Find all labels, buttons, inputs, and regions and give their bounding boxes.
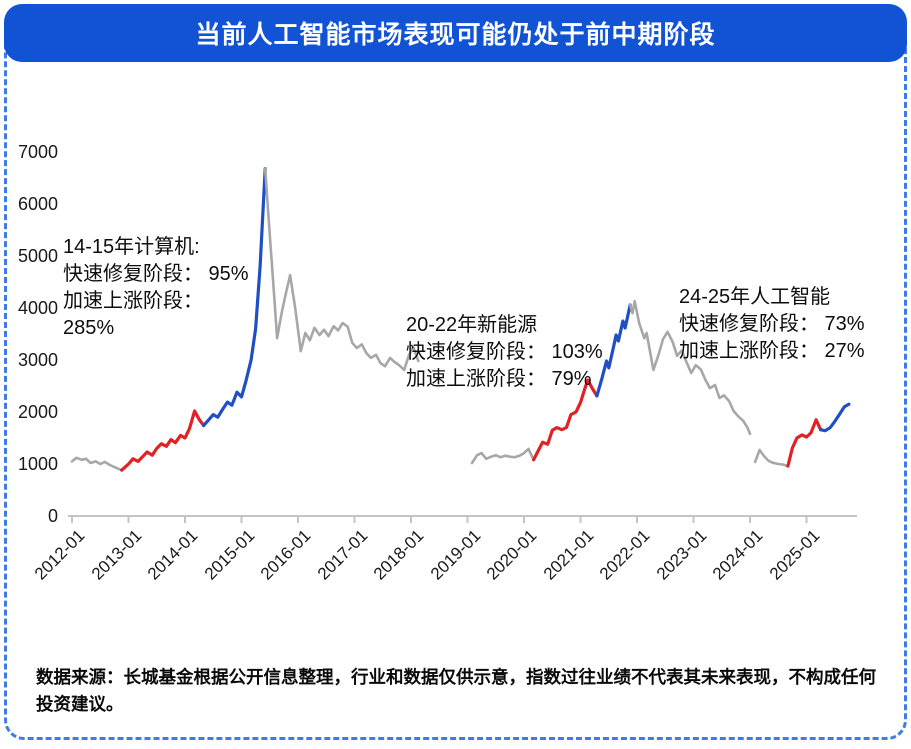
data-source-disclaimer: 数据来源：长城基金根据公开信息整理，行业和数据仅供示意，指数过往业绩不代表其未来… [36, 667, 876, 714]
page-title: 当前人工智能市场表现可能仍处于前中期阶段 [195, 21, 716, 49]
annotation-ai-24-25: 24-25年人工智能 快速修复阶段： 73% 加速上涨阶段： 27% [679, 286, 865, 362]
annotation-computer-14-15: 14-15年计算机: 快速修复阶段： 95% 加速上涨阶段： 285% [63, 236, 249, 339]
chart-title-bar: 当前人工智能市场表现可能仍处于前中期阶段 [4, 4, 907, 62]
chart-card: 当前人工智能市场表现可能仍处于前中期阶段 [4, 4, 907, 740]
annotation-new-energy-20-22: 20-22年新能源 快速修复阶段： 103% 加速上涨阶段： 79% [406, 314, 603, 390]
